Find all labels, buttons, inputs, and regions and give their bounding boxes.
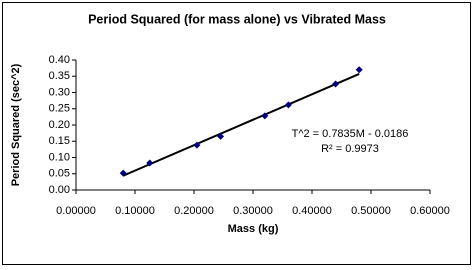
y-tick-label: 0.20 [49,119,70,131]
y-tick-label: 0.40 [49,54,70,66]
x-tick-label: 0.50000 [351,205,391,217]
x-tick-label: 0.00000 [56,205,96,217]
y-axis-title: Period Squared (sec^2) [10,63,22,186]
x-tick-label: 0.60000 [410,205,450,217]
point [146,159,154,167]
x-tick-label: 0.10000 [115,205,155,217]
x-axis-title: Mass (kg) [228,223,279,235]
r-squared: R² = 0.9973 [321,143,379,155]
y-tick-label: 0.10 [49,151,70,163]
point [261,112,269,120]
y-tick-label: 0.00 [49,184,70,196]
point [119,169,127,177]
point [217,132,225,140]
y-tick-label: 0.05 [49,168,70,180]
x-tick-label: 0.40000 [292,205,332,217]
point [332,80,340,88]
chart-title: Period Squared (for mass alone) vs Vibra… [88,12,386,26]
x-tick-label: 0.30000 [233,205,273,217]
x-tick-label: 0.20000 [174,205,214,217]
equation: T^2 = 0.7835M - 0.0186 [292,128,409,140]
y-tick-label: 0.25 [49,103,70,115]
y-tick-label: 0.30 [49,86,70,98]
chart-border [2,2,471,265]
point [284,101,292,109]
y-tick-label: 0.15 [49,135,70,147]
point [193,141,201,149]
trendline [122,73,360,177]
point [355,66,363,74]
y-tick-label: 0.35 [49,70,70,82]
